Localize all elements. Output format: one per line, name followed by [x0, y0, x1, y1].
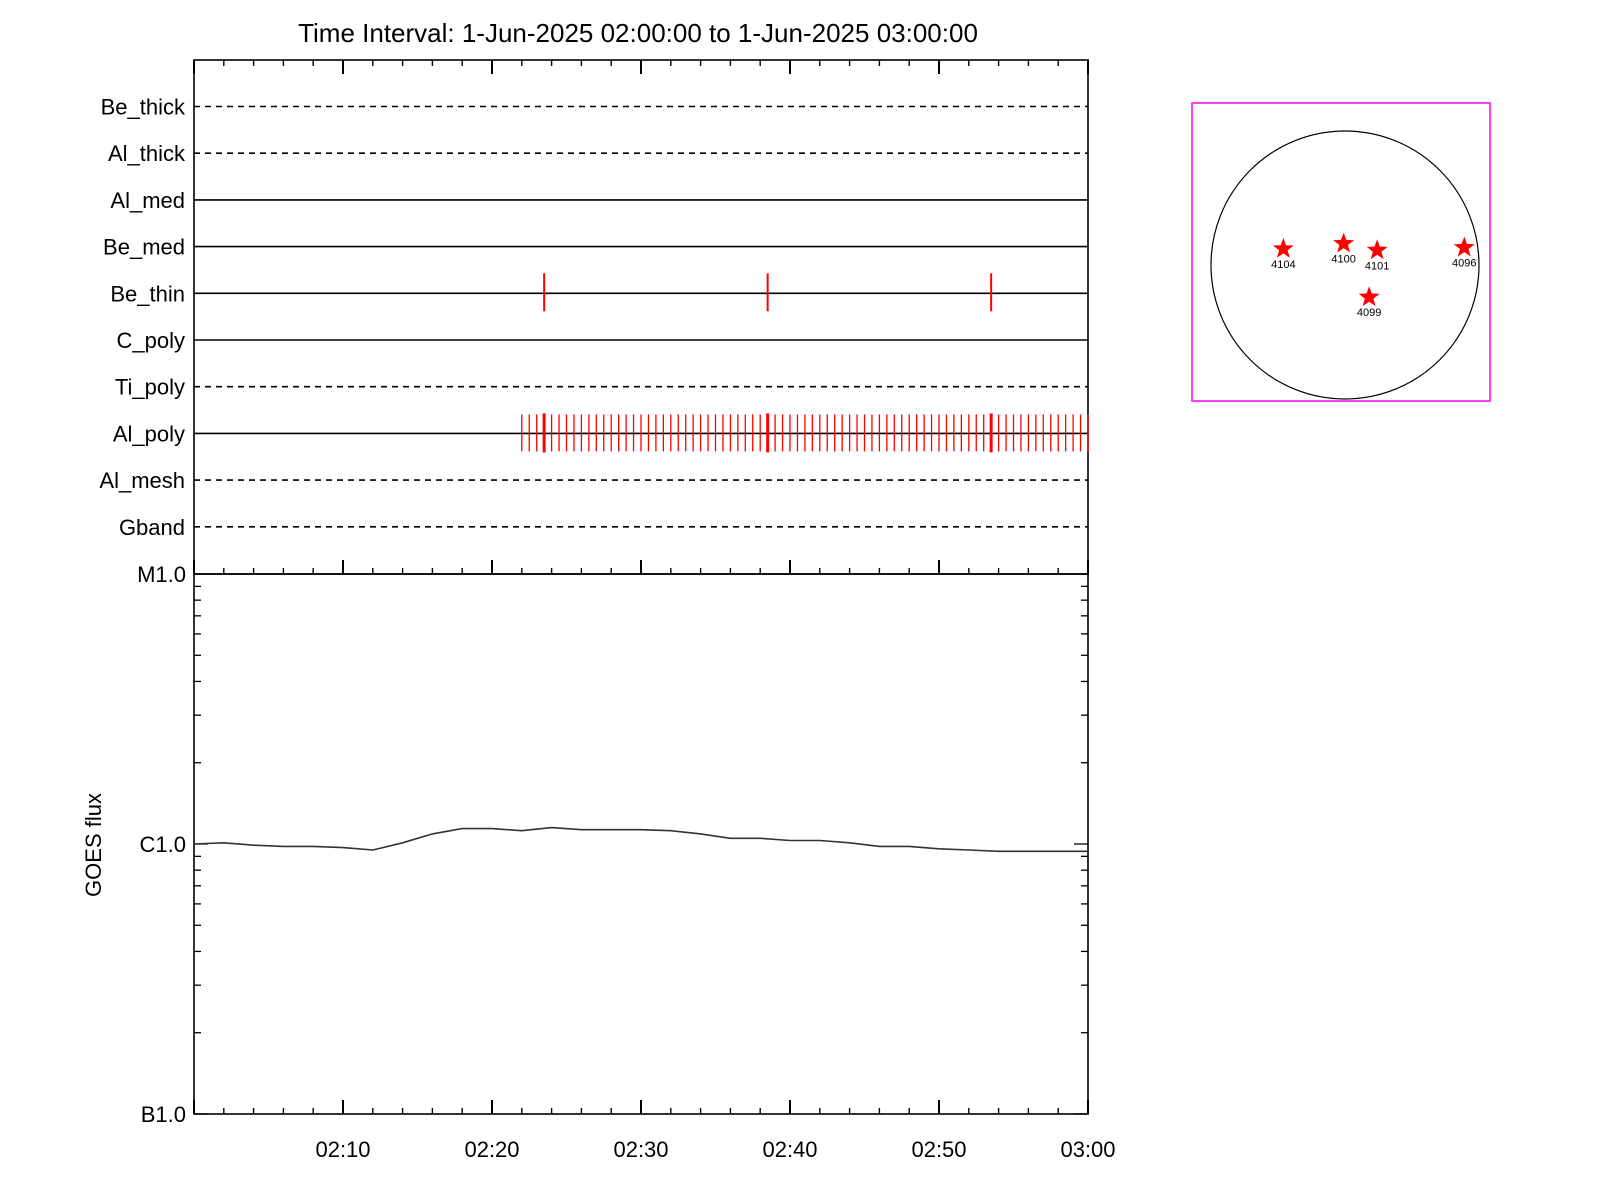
chart-title: Time Interval: 1-Jun-2025 02:00:00 to 1-… [298, 18, 978, 48]
channel-label-al_mesh: Al_mesh [99, 468, 185, 493]
channel-label-ti_poly: Ti_poly [115, 375, 185, 400]
x-tick-label: 02:40 [762, 1137, 817, 1162]
channel-label-gband: Gband [119, 515, 185, 540]
region-star-marker [1272, 237, 1294, 258]
x-tick-label: 03:00 [1060, 1137, 1115, 1162]
x-tick-label: 02:10 [315, 1137, 370, 1162]
region-star-marker [1366, 239, 1388, 260]
solar-disk-map: 4104 4100 4101 4096 4099 [1191, 102, 1491, 402]
goes-flux-line [193, 826, 1088, 853]
channel-label-al_poly: Al_poly [113, 421, 185, 446]
timeline-panel: Be_thick Al_thick Al_med Be_med Be_thin C_pol… [99, 59, 1089, 575]
region-label: 4099 [1357, 307, 1381, 319]
region-label: 4101 [1365, 260, 1389, 272]
y-axis-label: GOES flux [81, 793, 106, 897]
map-frame [1191, 102, 1491, 402]
y-tick-label: B1.0 [141, 1102, 186, 1127]
region-label: 4104 [1271, 259, 1295, 271]
goes-flux-panel: 02:10 02:20 02:30 02:40 02:50 03:00 M1.0 C1.0 B1… [81, 562, 1116, 1162]
channel-label-be_thin: Be_thin [110, 281, 185, 306]
channel-label-be_thick: Be_thick [101, 95, 186, 120]
x-tick-label: 02:50 [911, 1137, 966, 1162]
region-star-marker [1333, 232, 1355, 253]
region-star-marker [1358, 286, 1380, 307]
x-tick-label: 02:30 [613, 1137, 668, 1162]
region-label: 4096 [1452, 258, 1476, 270]
timeline-frame [193, 59, 1089, 575]
y-tick-label: C1.0 [140, 832, 186, 857]
channel-label-al_thick: Al_thick [108, 141, 186, 166]
channel-label-c_poly: C_poly [117, 328, 185, 353]
goes-frame [193, 573, 1089, 1115]
sun-disk [1210, 130, 1480, 400]
x-tick-label: 02:20 [464, 1137, 519, 1162]
y-tick-label: M1.0 [137, 562, 186, 587]
channel-label-be_med: Be_med [103, 235, 185, 260]
region-star-marker [1453, 236, 1475, 257]
region-label: 4100 [1331, 254, 1355, 266]
channel-label-al_med: Al_med [110, 188, 185, 213]
